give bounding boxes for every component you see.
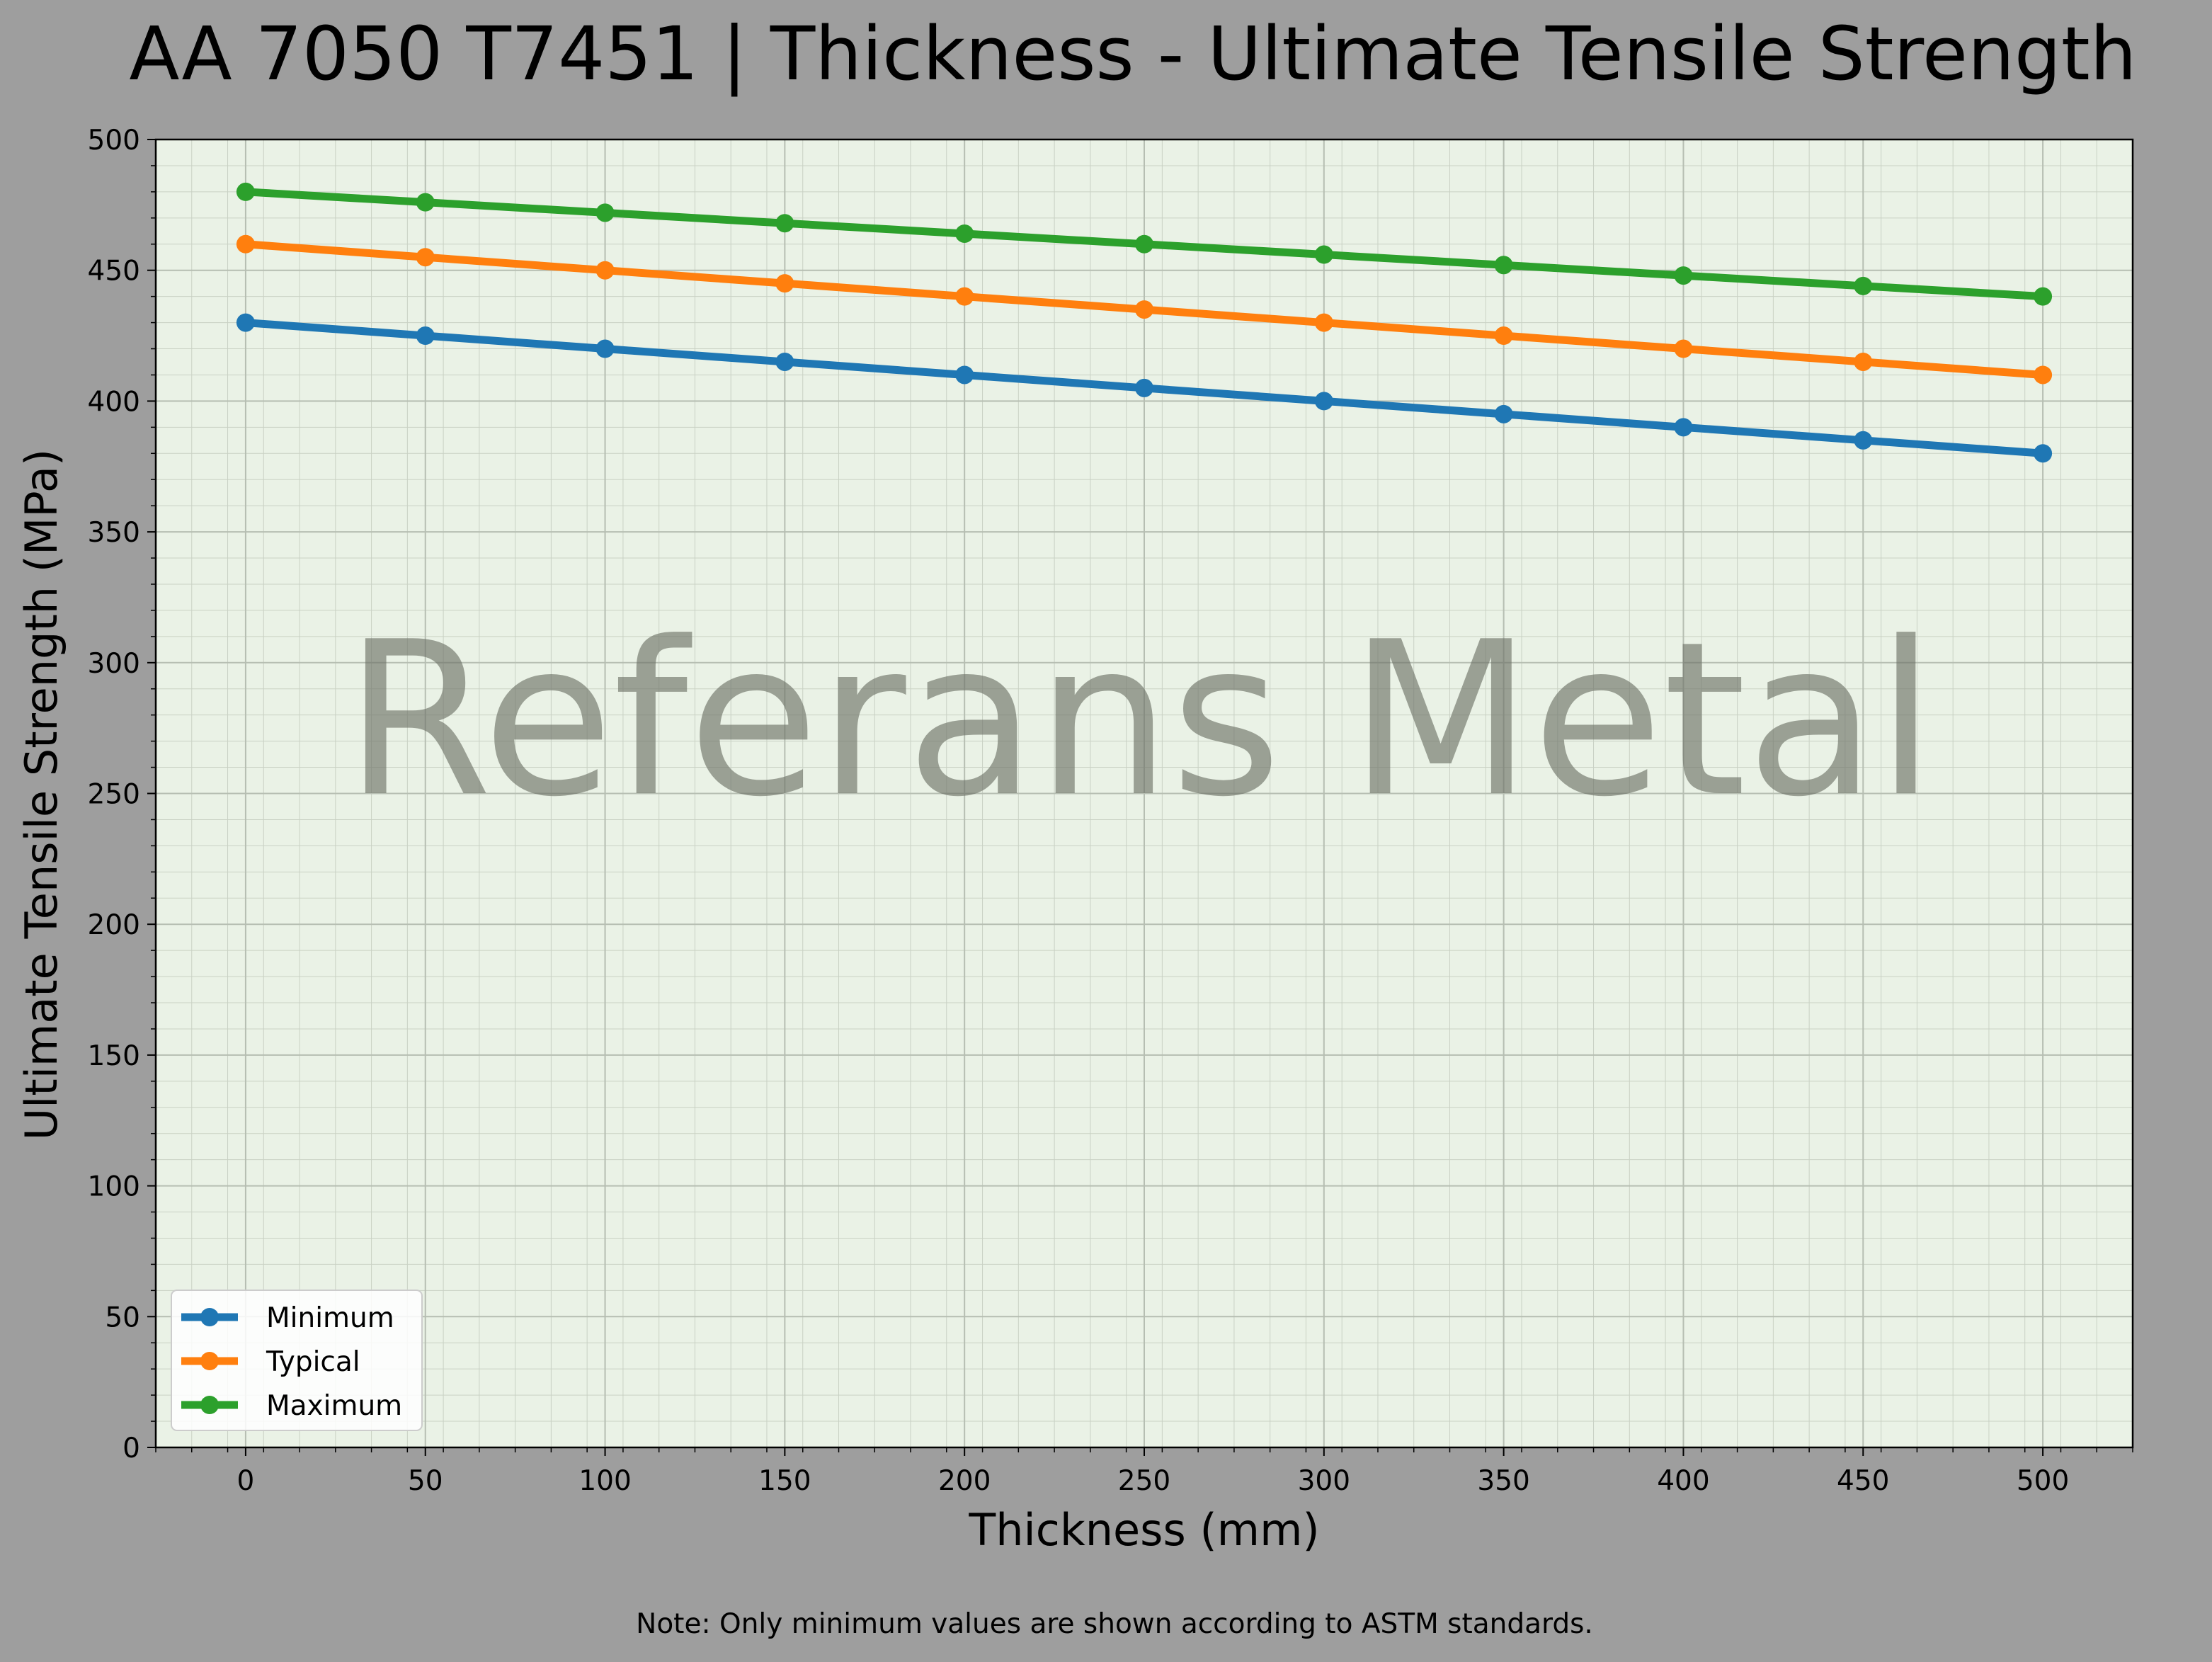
data-point-maximum [775, 214, 794, 233]
x-tick-label: 0 [236, 1465, 254, 1497]
data-point-maximum [1494, 256, 1513, 275]
x-tick-label: 300 [1298, 1465, 1350, 1497]
y-tick-label: 300 [88, 648, 140, 680]
y-tick-label: 450 [88, 256, 140, 288]
series-layer [236, 182, 2053, 463]
y-tick-label: 100 [88, 1171, 140, 1203]
data-point-minimum [955, 365, 974, 385]
y-tick-label: 250 [88, 779, 140, 811]
data-point-minimum [1314, 392, 1333, 411]
data-point-maximum [955, 224, 974, 243]
data-point-typical [775, 274, 794, 293]
series-typical [236, 234, 2053, 385]
x-tick-label: 200 [938, 1465, 991, 1497]
legend-marker-typical [200, 1352, 219, 1370]
series-maximum [236, 182, 2053, 306]
watermark: Referans Metal [345, 596, 1936, 843]
x-axis: 0 50 100 150 200 250 300 350 400 450 500 [155, 1447, 2133, 1497]
y-tick-label: 400 [88, 386, 140, 418]
data-point-maximum [1314, 245, 1333, 264]
data-point-minimum [595, 339, 615, 358]
data-point-maximum [595, 203, 615, 222]
legend-marker-minimum [200, 1308, 219, 1326]
x-tick-label: 400 [1657, 1465, 1709, 1497]
data-point-typical [1494, 326, 1513, 346]
data-point-maximum [1135, 234, 1153, 254]
data-point-typical [1314, 313, 1333, 332]
data-point-maximum [1854, 276, 1873, 295]
y-tick-label: 350 [88, 517, 140, 549]
legend-marker-maximum [200, 1396, 219, 1414]
footnote: Note: Only minimum values are shown acco… [636, 1608, 1593, 1640]
x-axis-label: Thickness (mm) [968, 1504, 1319, 1556]
data-point-minimum [1674, 418, 1693, 437]
data-point-minimum [1135, 378, 1153, 397]
data-point-minimum [1494, 404, 1513, 423]
data-point-typical [236, 234, 255, 254]
data-point-typical [1854, 352, 1873, 371]
data-point-typical [955, 287, 974, 306]
data-point-minimum [236, 313, 255, 332]
data-point-typical [595, 261, 615, 280]
y-axis: 0 50 100 150 200 250 300 350 400 450 500 [88, 125, 156, 1464]
data-point-maximum [416, 193, 435, 212]
data-point-minimum [775, 352, 794, 371]
x-tick-label: 350 [1477, 1465, 1529, 1497]
x-tick-label: 250 [1118, 1465, 1170, 1497]
y-tick-label: 200 [88, 909, 140, 941]
y-axis-label: Ultimate Tensile Strength (MPa) [16, 449, 67, 1140]
chart-title: AA 7050 T7451 | Thickness - Ultimate Ten… [129, 11, 2136, 97]
y-tick-label: 150 [88, 1040, 140, 1072]
legend-label-maximum: Maximum [266, 1390, 402, 1422]
data-point-minimum [416, 326, 435, 346]
legend-label-typical: Typical [266, 1346, 360, 1378]
y-tick-label: 50 [105, 1302, 140, 1333]
data-point-typical [2034, 365, 2053, 385]
x-tick-label: 50 [408, 1465, 443, 1497]
data-point-minimum [2034, 444, 2053, 463]
major-grid [156, 139, 2133, 1448]
data-point-maximum [236, 182, 255, 201]
legend-box [171, 1290, 423, 1431]
x-tick-label: 150 [758, 1465, 811, 1497]
data-point-minimum [1854, 431, 1873, 450]
data-point-maximum [2034, 287, 2053, 306]
y-tick-label: 0 [122, 1433, 140, 1464]
data-point-typical [416, 248, 435, 267]
data-point-typical [1135, 300, 1153, 319]
series-minimum [236, 313, 2053, 463]
x-tick-label: 450 [1837, 1465, 1889, 1497]
x-tick-label: 100 [578, 1465, 631, 1497]
x-tick-label: 500 [2017, 1465, 2069, 1497]
data-point-maximum [1674, 266, 1693, 285]
y-tick-label: 500 [88, 125, 140, 156]
legend-label-minimum: Minimum [266, 1302, 394, 1334]
legend: Minimum Typical Maximum [171, 1290, 423, 1431]
data-point-typical [1674, 339, 1693, 358]
